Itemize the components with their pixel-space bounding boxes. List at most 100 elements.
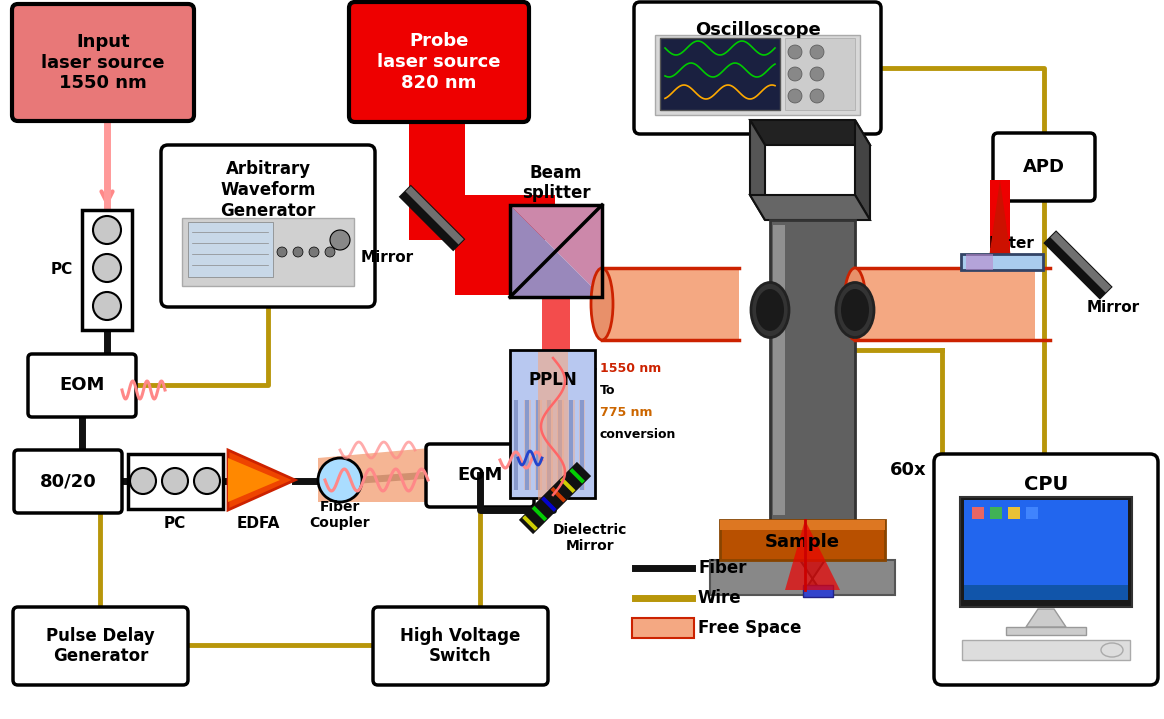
Circle shape xyxy=(788,67,802,81)
Bar xyxy=(991,507,1002,519)
Bar xyxy=(510,350,595,498)
Bar xyxy=(182,218,354,286)
Polygon shape xyxy=(569,468,585,484)
Circle shape xyxy=(810,67,824,81)
Bar xyxy=(964,500,1128,585)
Polygon shape xyxy=(750,120,765,220)
FancyBboxPatch shape xyxy=(426,444,534,507)
Bar xyxy=(519,400,524,490)
Text: 60x: 60x xyxy=(890,461,927,479)
Bar xyxy=(721,520,885,560)
Polygon shape xyxy=(785,520,840,590)
Ellipse shape xyxy=(1101,643,1123,657)
Polygon shape xyxy=(520,463,590,533)
Polygon shape xyxy=(1045,232,1112,298)
Text: 80/20: 80/20 xyxy=(40,472,97,490)
Text: Sample: Sample xyxy=(765,533,840,551)
Bar xyxy=(856,268,1035,340)
Text: Probe
laser source
820 nm: Probe laser source 820 nm xyxy=(377,32,501,92)
Polygon shape xyxy=(510,205,602,297)
Text: EOM: EOM xyxy=(457,467,503,485)
FancyBboxPatch shape xyxy=(28,354,136,417)
Polygon shape xyxy=(551,487,566,503)
Text: PPLN: PPLN xyxy=(528,371,577,389)
Bar xyxy=(964,585,1128,600)
FancyBboxPatch shape xyxy=(13,607,189,685)
Circle shape xyxy=(810,89,824,103)
Text: Beam
splitter: Beam splitter xyxy=(521,164,590,203)
Text: Free Space: Free Space xyxy=(698,619,801,637)
Circle shape xyxy=(93,254,121,282)
Bar xyxy=(972,507,984,519)
Ellipse shape xyxy=(842,289,870,331)
FancyBboxPatch shape xyxy=(349,2,528,122)
Text: High Voltage
Switch: High Voltage Switch xyxy=(400,626,520,665)
Bar xyxy=(602,268,739,340)
Text: PC: PC xyxy=(164,516,186,531)
Bar xyxy=(569,400,573,490)
FancyBboxPatch shape xyxy=(372,607,548,685)
Circle shape xyxy=(788,89,802,103)
Ellipse shape xyxy=(844,268,866,340)
Bar xyxy=(1006,627,1086,635)
FancyBboxPatch shape xyxy=(161,145,375,307)
Bar xyxy=(538,352,568,500)
Text: To: To xyxy=(599,383,616,396)
Bar xyxy=(785,38,856,110)
Bar xyxy=(128,454,223,509)
Text: Dielectric
Mirror: Dielectric Mirror xyxy=(553,523,627,553)
Bar xyxy=(575,400,579,490)
Bar xyxy=(514,400,518,490)
Text: Input
laser source
1550 nm: Input laser source 1550 nm xyxy=(41,32,165,92)
Polygon shape xyxy=(510,205,602,297)
Bar xyxy=(81,210,132,330)
Bar xyxy=(541,400,546,490)
Text: Arbitrary
Waveform
Generator: Arbitrary Waveform Generator xyxy=(220,160,315,220)
Polygon shape xyxy=(318,448,430,502)
Circle shape xyxy=(277,247,288,257)
Text: Fiber: Fiber xyxy=(698,559,746,577)
Polygon shape xyxy=(228,458,281,502)
Ellipse shape xyxy=(836,283,874,337)
Text: CPU: CPU xyxy=(1024,475,1069,493)
Circle shape xyxy=(194,468,220,494)
Bar xyxy=(580,400,584,490)
Text: Pulse Delay
Generator: Pulse Delay Generator xyxy=(47,626,155,665)
Circle shape xyxy=(318,458,362,502)
Bar xyxy=(189,222,274,277)
Circle shape xyxy=(788,45,802,59)
Polygon shape xyxy=(856,120,870,220)
Circle shape xyxy=(325,247,335,257)
Circle shape xyxy=(93,292,121,320)
Text: 775 nm: 775 nm xyxy=(599,406,653,418)
Ellipse shape xyxy=(751,283,789,337)
Polygon shape xyxy=(560,477,575,493)
Ellipse shape xyxy=(591,268,613,340)
FancyBboxPatch shape xyxy=(634,2,881,134)
FancyBboxPatch shape xyxy=(993,133,1095,201)
Circle shape xyxy=(331,230,350,250)
Polygon shape xyxy=(1050,232,1112,293)
Bar xyxy=(510,205,602,297)
Bar xyxy=(771,220,856,530)
Bar xyxy=(547,400,551,490)
Bar xyxy=(803,585,833,597)
Circle shape xyxy=(162,468,189,494)
Text: PC: PC xyxy=(51,262,73,278)
Bar xyxy=(409,195,555,240)
Polygon shape xyxy=(405,186,463,244)
Text: Fiber
Coupler: Fiber Coupler xyxy=(310,500,370,530)
Bar xyxy=(553,400,556,490)
Polygon shape xyxy=(1025,609,1066,627)
Polygon shape xyxy=(523,516,538,531)
Bar xyxy=(961,640,1130,660)
Ellipse shape xyxy=(755,289,785,331)
Bar xyxy=(960,497,1133,607)
Circle shape xyxy=(130,468,156,494)
Polygon shape xyxy=(780,530,845,590)
FancyBboxPatch shape xyxy=(14,450,122,513)
Text: EOM: EOM xyxy=(59,377,105,395)
Text: Mirror: Mirror xyxy=(1086,300,1140,314)
Bar xyxy=(1008,507,1020,519)
Bar xyxy=(721,520,885,530)
